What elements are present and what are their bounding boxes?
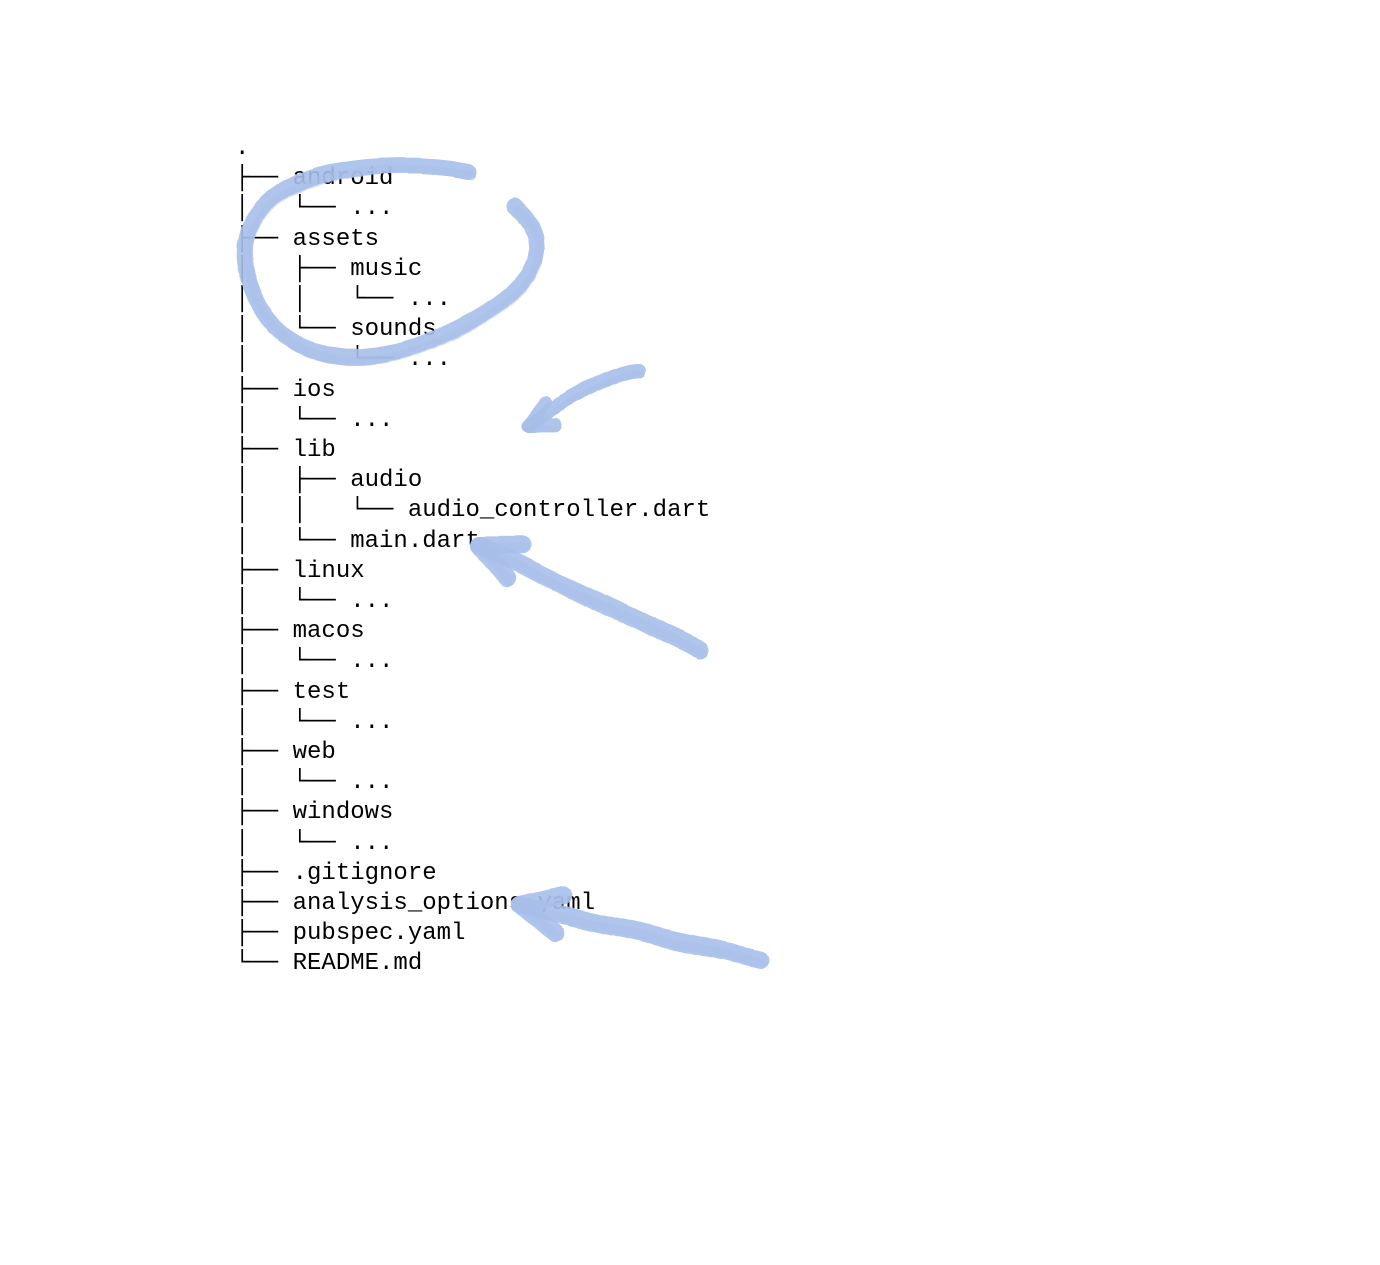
canvas: . ├── android │ └── ... ├── assets │ ├──… [0,0,1380,1265]
file-tree: . ├── android │ └── ... ├── assets │ ├──… [235,134,710,980]
